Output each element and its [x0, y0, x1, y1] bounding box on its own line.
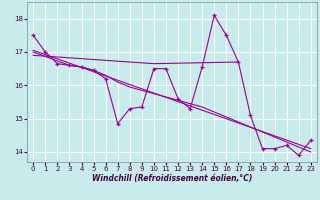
X-axis label: Windchill (Refroidissement éolien,°C): Windchill (Refroidissement éolien,°C): [92, 174, 252, 183]
